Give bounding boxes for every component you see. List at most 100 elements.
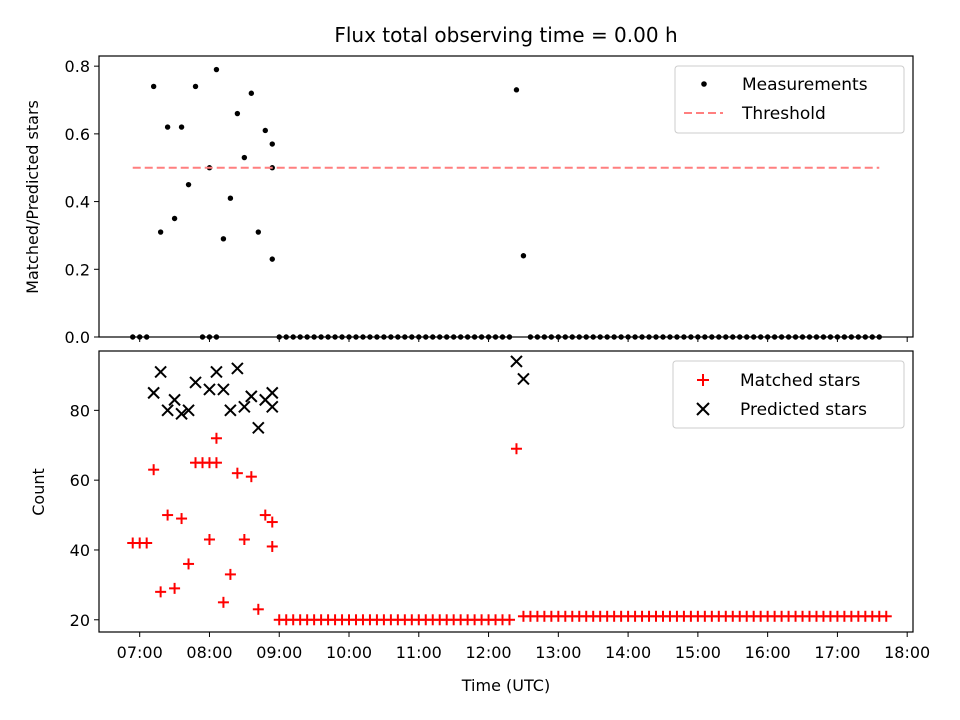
measurement-point <box>520 253 527 259</box>
x-b <box>182 404 195 417</box>
x-tick-label: 08:00 <box>186 643 232 662</box>
top-y-ticks: 0.0 0.2 0.4 0.6 0.8 <box>65 57 99 347</box>
measurement-point <box>171 215 178 222</box>
y-tick-label: 0.6 <box>65 125 90 144</box>
matched-star-point <box>176 513 188 525</box>
top-legend-box <box>674 65 905 134</box>
predicted-star-point <box>168 393 181 407</box>
x-tick-label: 18:00 <box>884 643 930 662</box>
matched-star-point <box>203 533 215 545</box>
predicted-star-point <box>252 421 265 435</box>
x-b <box>252 421 265 435</box>
matched-star-point <box>231 467 243 479</box>
predicted-star-point <box>203 383 216 396</box>
matched-star-point <box>266 516 278 528</box>
y-tick-label: 0.0 <box>65 328 90 347</box>
y-tick-label: 40 <box>70 541 90 560</box>
x-tick-label: 16:00 <box>745 643 791 662</box>
measurement-point <box>241 154 248 161</box>
predicted-star-point <box>510 355 523 368</box>
legend-predicted-label: Predicted stars <box>740 400 867 420</box>
legend-measurements-label: Measurements <box>742 75 868 95</box>
bottom-y-axis-label: Count <box>29 468 48 516</box>
measurement-point <box>178 124 185 130</box>
measurement-point <box>248 90 255 96</box>
measurement-point <box>269 141 275 147</box>
x-tick-label: 17:00 <box>814 643 860 662</box>
measurement-point <box>157 229 164 235</box>
x-b <box>217 383 230 396</box>
top-axes-frame <box>98 55 914 338</box>
matched-star-point <box>162 509 174 521</box>
matched-star-point <box>210 457 222 469</box>
matched-star-point <box>141 537 153 549</box>
predicted-star-point <box>245 390 258 403</box>
matched-star-point <box>210 432 222 444</box>
x-tick-label: 13:00 <box>535 643 581 662</box>
matched-star-point <box>259 509 271 521</box>
x-b <box>168 393 181 407</box>
x-tick-label: 12:00 <box>466 643 512 662</box>
x-b <box>224 404 237 417</box>
top-panel: 0.00.20.40.60.8 Matched/Predicted stars … <box>23 55 914 347</box>
legend-measurements-marker <box>701 81 707 87</box>
top-y-axis-label: Matched/Predicted stars <box>23 100 42 294</box>
x-b <box>510 355 523 368</box>
matched-star-point <box>155 586 167 598</box>
legend-matched-label: Matched stars <box>740 371 860 391</box>
x-b <box>517 372 530 386</box>
predicted-star-point <box>231 362 244 375</box>
measurement-point <box>150 83 157 90</box>
bottom-plot-marks <box>127 355 892 626</box>
matched-star-point <box>266 540 278 552</box>
x-axis-label: Time (UTC) <box>461 676 550 695</box>
matched-star-point <box>510 443 522 455</box>
x-tick-label: 15:00 <box>675 643 721 662</box>
predicted-star-point <box>266 400 279 414</box>
x-b <box>266 386 279 400</box>
bottom-panel: 20 40 60 80 07:00 08:00 09:00 10:00 11:00 12:00 1… <box>29 350 930 662</box>
bottom-y-ticks: 20 40 60 80 <box>70 401 99 630</box>
y-tick-label: 0.8 <box>65 57 90 76</box>
x-b <box>147 386 160 400</box>
x-b <box>231 362 244 375</box>
predicted-star-point <box>517 372 530 386</box>
matched-star-point <box>148 464 160 476</box>
x-b <box>238 400 251 414</box>
measurement-point <box>227 195 234 201</box>
matched-star-point <box>503 614 515 626</box>
x-b <box>161 404 174 417</box>
x-b <box>203 383 216 396</box>
measurement-point <box>220 236 227 242</box>
x-b <box>175 407 188 421</box>
top-x-ticks <box>139 337 908 342</box>
matched-star-point <box>252 603 264 615</box>
matched-star-point <box>880 610 892 622</box>
predicted-star-point <box>238 400 251 414</box>
bottom-x-ticks: 07:00 08:00 09:00 10:00 11:00 12:00 13:00 14:00… <box>117 632 930 662</box>
legend-matched-marker <box>697 374 709 386</box>
predicted-star-point <box>161 404 174 417</box>
measurement-point <box>513 87 520 93</box>
x-b <box>266 400 279 414</box>
measurement-point <box>234 110 241 117</box>
predicted-star-point <box>224 404 237 417</box>
predicted-star-point <box>189 376 202 389</box>
predicted-star-point <box>154 365 167 379</box>
measurement-point <box>269 256 275 262</box>
x-tick-label: 10:00 <box>326 643 372 662</box>
y-tick-label: 80 <box>70 401 90 420</box>
x-b <box>189 376 202 389</box>
measurement-point <box>213 66 220 73</box>
measurement-point <box>164 124 171 130</box>
predicted-star-point <box>147 386 160 400</box>
legend-threshold-label: Threshold <box>741 104 826 124</box>
x-tick-label: 07:00 <box>117 643 163 662</box>
chart-title: Flux total observing time = 0.00 h <box>334 23 677 47</box>
y-tick-label: 20 <box>70 611 90 630</box>
matched-star-point <box>169 582 181 594</box>
top-legend: Measurements Threshold <box>674 65 905 134</box>
x-tick-label: 11:00 <box>396 643 442 662</box>
predicted-star-point <box>175 407 188 421</box>
